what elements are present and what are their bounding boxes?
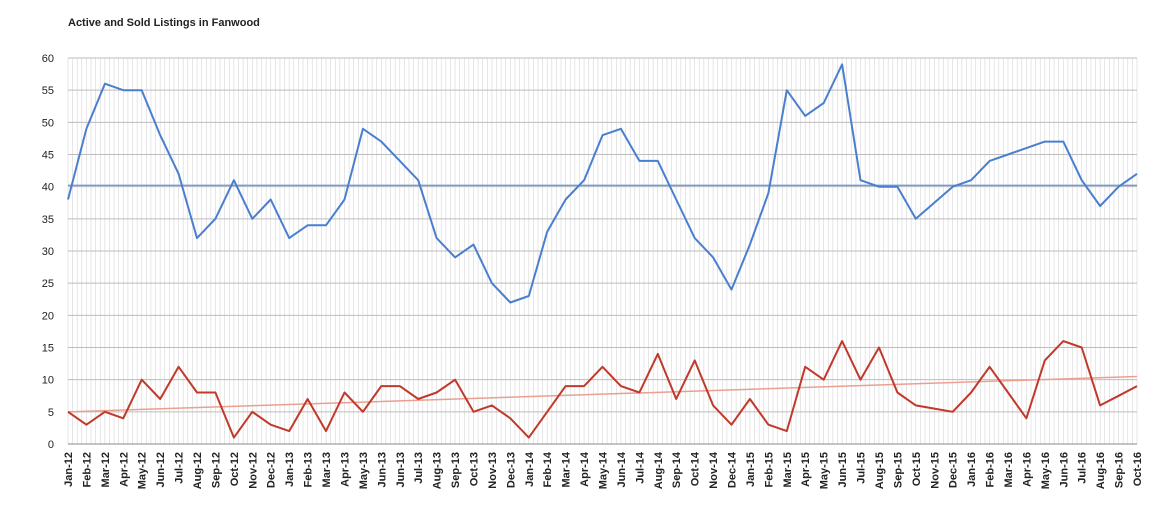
- y-tick-label: 50: [42, 117, 54, 129]
- x-tick-label: Oct-14: [690, 451, 702, 486]
- x-tick-label: Feb-13: [303, 452, 315, 487]
- y-tick-label: 20: [42, 310, 54, 322]
- x-tick-label: Jun-15: [837, 452, 849, 487]
- x-tick-label: Jul-16: [1077, 452, 1089, 484]
- x-tick-label: Mar-12: [100, 452, 112, 487]
- y-tick-label: 0: [48, 439, 54, 451]
- x-tick-label: Sep-16: [1114, 452, 1126, 488]
- x-tick-label: Feb-14: [542, 451, 554, 487]
- x-tick-label: May-14: [598, 451, 610, 489]
- x-tick-label: Apr-15: [800, 452, 812, 487]
- x-tick-label: Jul-12: [174, 452, 186, 484]
- x-tick-label: Aug-16: [1095, 452, 1107, 489]
- x-tick-label: Mar-14: [561, 451, 573, 487]
- x-tick-label: Nov-14: [708, 451, 720, 489]
- x-tick-label: Nov-13: [487, 452, 499, 489]
- y-tick-label: 25: [42, 278, 54, 290]
- x-tick-label: Dec-13: [505, 452, 517, 488]
- x-tick-label: Jul-15: [856, 452, 868, 484]
- x-tick-label: Jan-12: [63, 452, 75, 487]
- x-tick-label: Jun-12: [155, 452, 167, 487]
- x-tick-label: Nov-15: [929, 452, 941, 489]
- x-tick-label: May-13: [358, 452, 370, 489]
- x-tick-label: Aug-14: [653, 451, 665, 489]
- x-tick-label: May-16: [1040, 452, 1052, 489]
- x-tick-label: Jan-16: [966, 452, 978, 487]
- x-tick-label: Dec-14: [727, 451, 739, 488]
- x-tick-label: Jan-15: [745, 452, 757, 487]
- x-tick-label: Oct-13: [468, 452, 480, 486]
- x-tick-label: Apr-16: [1021, 452, 1033, 487]
- trend-line: [67, 375, 1138, 413]
- y-tick-label: 55: [42, 85, 54, 97]
- x-tick-label: Feb-16: [985, 452, 997, 487]
- y-tick-label: 35: [42, 214, 54, 226]
- y-tick-label: 30: [42, 246, 54, 258]
- x-tick-label: Sep-13: [450, 452, 462, 488]
- x-tick-label: Oct-12: [229, 452, 241, 486]
- x-tick-label: Aug-12: [192, 452, 204, 489]
- x-tick-label: Sep-12: [210, 452, 222, 488]
- x-tick-label: Jul-13: [413, 452, 425, 484]
- chart-title: Active and Sold Listings in Fanwood: [68, 17, 260, 29]
- series-line: [67, 63, 1138, 304]
- x-tick-label: Oct-15: [911, 452, 923, 486]
- x-tick-label: Apr-14: [579, 451, 591, 487]
- y-tick-label: 5: [48, 407, 54, 419]
- x-tick-label: Sep-14: [671, 451, 683, 488]
- x-tick-label: Feb-12: [81, 452, 93, 487]
- x-tick-label: Aug-15: [874, 452, 886, 489]
- x-tick-label: Jan-13: [284, 452, 296, 487]
- x-tick-label: Mar-15: [782, 452, 794, 487]
- x-tick-label: May-12: [137, 452, 149, 489]
- x-tick-label: Jun-13: [376, 452, 388, 487]
- x-tick-label: Mar-13: [321, 452, 333, 487]
- x-tick-label: Mar-16: [1003, 452, 1015, 487]
- series-line: [67, 340, 1138, 439]
- y-tick-label: 45: [42, 150, 54, 162]
- x-tick-label: Jan-14: [524, 451, 536, 487]
- y-tick-label: 15: [42, 343, 54, 355]
- x-tick-label: Dec-15: [948, 452, 960, 488]
- x-tick-label: Aug-13: [432, 452, 444, 489]
- x-tick-label: Dec-12: [266, 452, 278, 488]
- y-tick-label: 60: [42, 53, 54, 65]
- x-tick-label: Oct-16: [1132, 452, 1144, 486]
- x-tick-label: Jun-13: [395, 452, 407, 487]
- x-tick-label: Apr-13: [339, 452, 351, 487]
- x-tick-label: Sep-15: [892, 452, 904, 488]
- x-tick-label: Jul-14: [634, 451, 646, 484]
- x-tick-label: Jun-16: [1058, 452, 1070, 487]
- y-tick-label: 40: [42, 182, 54, 194]
- x-tick-label: May-15: [819, 452, 831, 489]
- y-tick-label: 10: [42, 375, 54, 387]
- x-tick-label: Feb-15: [763, 452, 775, 487]
- x-tick-label: Apr-12: [118, 452, 130, 487]
- x-tick-label: Jun-14: [616, 451, 628, 487]
- x-tick-label: Nov-12: [247, 452, 259, 489]
